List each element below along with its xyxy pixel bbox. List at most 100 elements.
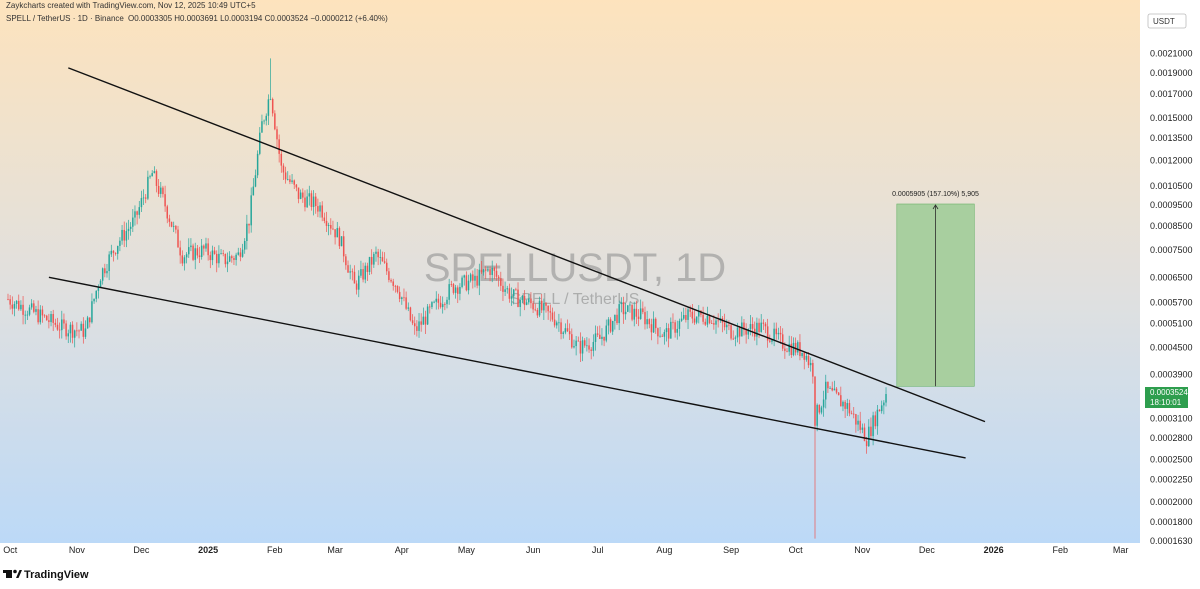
candle [379, 249, 382, 265]
candle [284, 166, 287, 184]
candle [618, 300, 620, 331]
candle [50, 310, 52, 327]
candle [614, 314, 616, 330]
time-tick-label: Jun [526, 545, 541, 555]
candle [665, 322, 668, 342]
candle [749, 315, 752, 336]
candle [37, 300, 39, 325]
candle [289, 175, 291, 185]
candle [386, 258, 388, 275]
candle [20, 300, 22, 311]
candle [764, 322, 767, 334]
candle [452, 283, 455, 295]
chart-ohlc: O0.0003305 H0.0003691 L0.0003194 C0.0003… [128, 14, 388, 23]
candle [56, 317, 59, 331]
candle [166, 204, 168, 224]
candle [282, 163, 285, 181]
candle [160, 182, 162, 198]
candle [362, 262, 364, 283]
time-tick-label: Dec [133, 545, 150, 555]
candle [164, 185, 166, 212]
candle [310, 190, 313, 211]
candle [512, 289, 515, 305]
candle [89, 317, 91, 328]
candle [812, 359, 814, 384]
time-tick-label: Oct [3, 545, 18, 555]
price-tick-label: 0.0008500 [1150, 221, 1193, 231]
candle [140, 190, 143, 212]
candle [848, 399, 851, 417]
candle [317, 198, 319, 218]
price-tick-label: 0.0002800 [1150, 433, 1193, 443]
candle [138, 200, 141, 219]
candle [439, 295, 442, 309]
candle [215, 250, 218, 273]
candle [822, 390, 825, 417]
candle [398, 286, 401, 303]
candle [69, 322, 72, 343]
candle [478, 263, 481, 296]
candle [321, 201, 323, 222]
candle [241, 243, 244, 258]
candle [444, 302, 446, 311]
candle [377, 248, 379, 266]
candle [624, 302, 627, 320]
candle [334, 229, 336, 245]
candle [682, 307, 685, 320]
candle [134, 205, 136, 226]
currency-button[interactable]: USDT [1147, 13, 1187, 29]
candle [129, 222, 132, 236]
candle [825, 374, 827, 409]
candle [252, 178, 255, 196]
candle [366, 262, 369, 281]
candle [106, 264, 108, 278]
candle [383, 252, 386, 264]
candle [842, 400, 844, 412]
candle [99, 279, 102, 288]
candle [814, 376, 816, 539]
candle [177, 225, 179, 248]
candle [465, 271, 468, 292]
trendlines[interactable] [48, 67, 986, 459]
candle [188, 238, 190, 258]
candle [43, 314, 46, 318]
candle [306, 189, 308, 208]
candle [743, 319, 745, 336]
candle [517, 282, 519, 308]
candle [601, 328, 603, 346]
candle [78, 329, 80, 339]
price-tick-label: 0.0002500 [1150, 455, 1193, 465]
tradingview-logo[interactable]: TradingView [3, 569, 89, 581]
candle [345, 253, 347, 270]
candle [528, 293, 530, 305]
price-tick-label: 0.0017000 [1150, 89, 1193, 99]
candle [256, 150, 259, 179]
candle [519, 297, 521, 317]
candle [147, 170, 149, 201]
candle [76, 322, 78, 337]
time-tick-label: 2025 [198, 545, 218, 555]
candle [65, 320, 67, 340]
candle [302, 188, 304, 203]
candle [756, 317, 758, 346]
candle [190, 238, 192, 252]
candle [588, 338, 590, 353]
candle [22, 296, 24, 325]
trendline-lower[interactable] [48, 276, 966, 459]
chart-credit: Zaykcharts created with TradingView.com,… [6, 1, 256, 10]
measure-label: 0.0005905 (157.10%) 5,905 [892, 191, 979, 198]
candle [484, 266, 487, 280]
candle [274, 110, 276, 131]
trendline-upper[interactable] [68, 67, 986, 423]
candle [162, 185, 164, 198]
candle [319, 202, 321, 218]
candle [413, 316, 416, 335]
candle [58, 322, 61, 339]
candle [416, 320, 418, 337]
candle [594, 325, 597, 351]
price-tick-label: 0.0005100 [1150, 319, 1193, 329]
candle [760, 314, 762, 333]
measure-tool[interactable]: 0.0005905 (157.10%) 5,905 [892, 191, 979, 387]
candle [207, 238, 209, 261]
